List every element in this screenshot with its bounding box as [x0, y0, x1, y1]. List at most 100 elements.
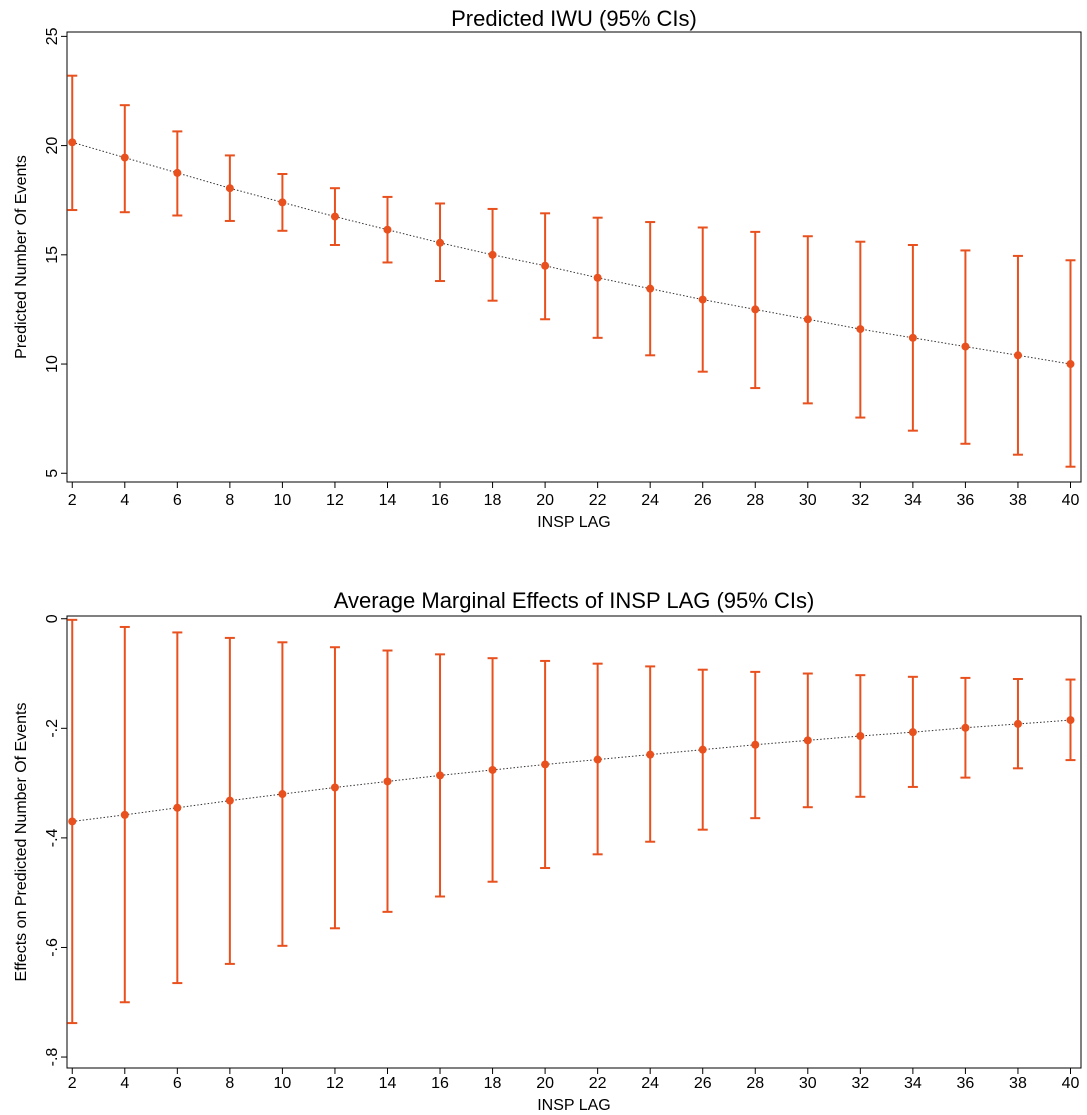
estimate-point	[120, 153, 129, 162]
x-tick-label: 38	[1009, 1075, 1027, 1092]
estimate-point	[225, 184, 234, 193]
ci-bar	[960, 676, 971, 779]
x-tick-label: 28	[746, 492, 764, 509]
ci-bar	[435, 202, 446, 283]
ci-bar	[1012, 254, 1023, 456]
ci-bar	[67, 74, 78, 212]
x-tick-label: 22	[589, 492, 607, 509]
estimate-point	[330, 783, 339, 792]
estimate-point	[1066, 716, 1075, 725]
x-tick-label: 32	[851, 1075, 869, 1092]
estimate-point	[698, 295, 707, 304]
estimate-point	[120, 810, 129, 819]
ci-bar	[802, 672, 813, 809]
y-tick-label: 5	[44, 469, 61, 478]
ci-bar	[697, 668, 708, 831]
estimate-point	[593, 755, 602, 764]
estimate-point	[436, 771, 445, 780]
estimate-point	[1013, 351, 1022, 360]
estimate-point	[908, 333, 917, 342]
ci-bar	[119, 625, 130, 1004]
x-tick-label: 20	[536, 492, 554, 509]
x-tick-label: 10	[274, 492, 292, 509]
ci-bar	[329, 187, 340, 246]
y-tick-label: -.8	[44, 1048, 61, 1067]
ci-bar	[435, 653, 446, 898]
marginal-effects-panel: Average Marginal Effects of INSP LAG (95…	[13, 588, 1082, 1114]
y-tick-label: -.6	[44, 938, 61, 957]
x-tick-label: 18	[484, 492, 502, 509]
estimate-trend-line	[72, 141, 1071, 365]
ci-bar	[119, 104, 130, 214]
x-tick-label: 34	[904, 1075, 922, 1092]
estimate-point	[751, 305, 760, 314]
estimate-point	[383, 777, 392, 786]
estimate-point	[383, 225, 392, 234]
estimate-point	[961, 723, 970, 732]
estimate-point	[488, 765, 497, 774]
y-tick-label: -.4	[44, 828, 61, 847]
x-axis-label: INSP LAG	[537, 514, 611, 531]
x-tick-label: 24	[641, 492, 659, 509]
estimate-point	[751, 740, 760, 749]
ci-bar	[645, 221, 656, 357]
x-tick-label: 40	[1062, 492, 1080, 509]
estimate-point	[278, 198, 287, 207]
ci-bar	[382, 195, 393, 264]
plot-frame	[66, 31, 1082, 483]
estimate-point	[173, 803, 182, 812]
y-tick-label: 20	[44, 137, 61, 155]
x-tick-label: 26	[694, 1075, 712, 1092]
ci-bar	[697, 226, 708, 373]
estimate-point	[961, 342, 970, 351]
ci-bar	[907, 675, 918, 788]
x-tick-label: 12	[326, 492, 344, 509]
estimate-point	[803, 315, 812, 324]
estimate-point	[225, 796, 234, 805]
ci-bar	[1065, 678, 1076, 762]
x-tick-label: 4	[120, 492, 129, 509]
estimate-point	[541, 261, 550, 270]
estimate-point	[436, 238, 445, 247]
x-tick-label: 20	[536, 1075, 554, 1092]
estimate-point	[278, 790, 287, 799]
ci-bar	[172, 130, 183, 217]
ci-bar	[1012, 678, 1023, 770]
estimate-point	[1066, 360, 1075, 369]
estimate-trend-line	[72, 719, 1071, 822]
x-tick-label: 36	[957, 1075, 975, 1092]
ci-bar	[277, 641, 288, 947]
x-tick-label: 28	[746, 1075, 764, 1092]
y-tick-label: 10	[44, 355, 61, 373]
x-tick-label: 30	[799, 1075, 817, 1092]
ci-bar	[224, 636, 235, 965]
y-tick-label: 15	[44, 246, 61, 264]
x-tick-label: 2	[68, 1075, 77, 1092]
x-tick-label: 38	[1009, 492, 1027, 509]
estimate-point	[646, 750, 655, 759]
estimate-point	[698, 745, 707, 754]
ci-bar	[855, 674, 866, 798]
ci-bar	[540, 659, 551, 870]
ci-bar	[224, 154, 235, 222]
estimate-point	[488, 250, 497, 259]
chart-title: Predicted IWU (95% CIs)	[451, 6, 697, 31]
ci-bar	[329, 646, 340, 930]
x-tick-label: 8	[225, 492, 234, 509]
x-tick-label: 6	[173, 492, 182, 509]
estimate-point	[646, 284, 655, 293]
ci-bar	[750, 230, 761, 390]
estimate-point	[541, 760, 550, 769]
y-axis-label: Predicted Number Of Events	[13, 155, 30, 359]
estimate-point	[908, 728, 917, 737]
x-tick-label: 26	[694, 492, 712, 509]
ci-bar	[1065, 259, 1076, 468]
estimate-point	[173, 168, 182, 177]
x-tick-label: 2	[68, 492, 77, 509]
ci-bar	[907, 243, 918, 432]
x-tick-label: 34	[904, 492, 922, 509]
estimate-point	[803, 736, 812, 745]
ci-bar	[172, 631, 183, 985]
